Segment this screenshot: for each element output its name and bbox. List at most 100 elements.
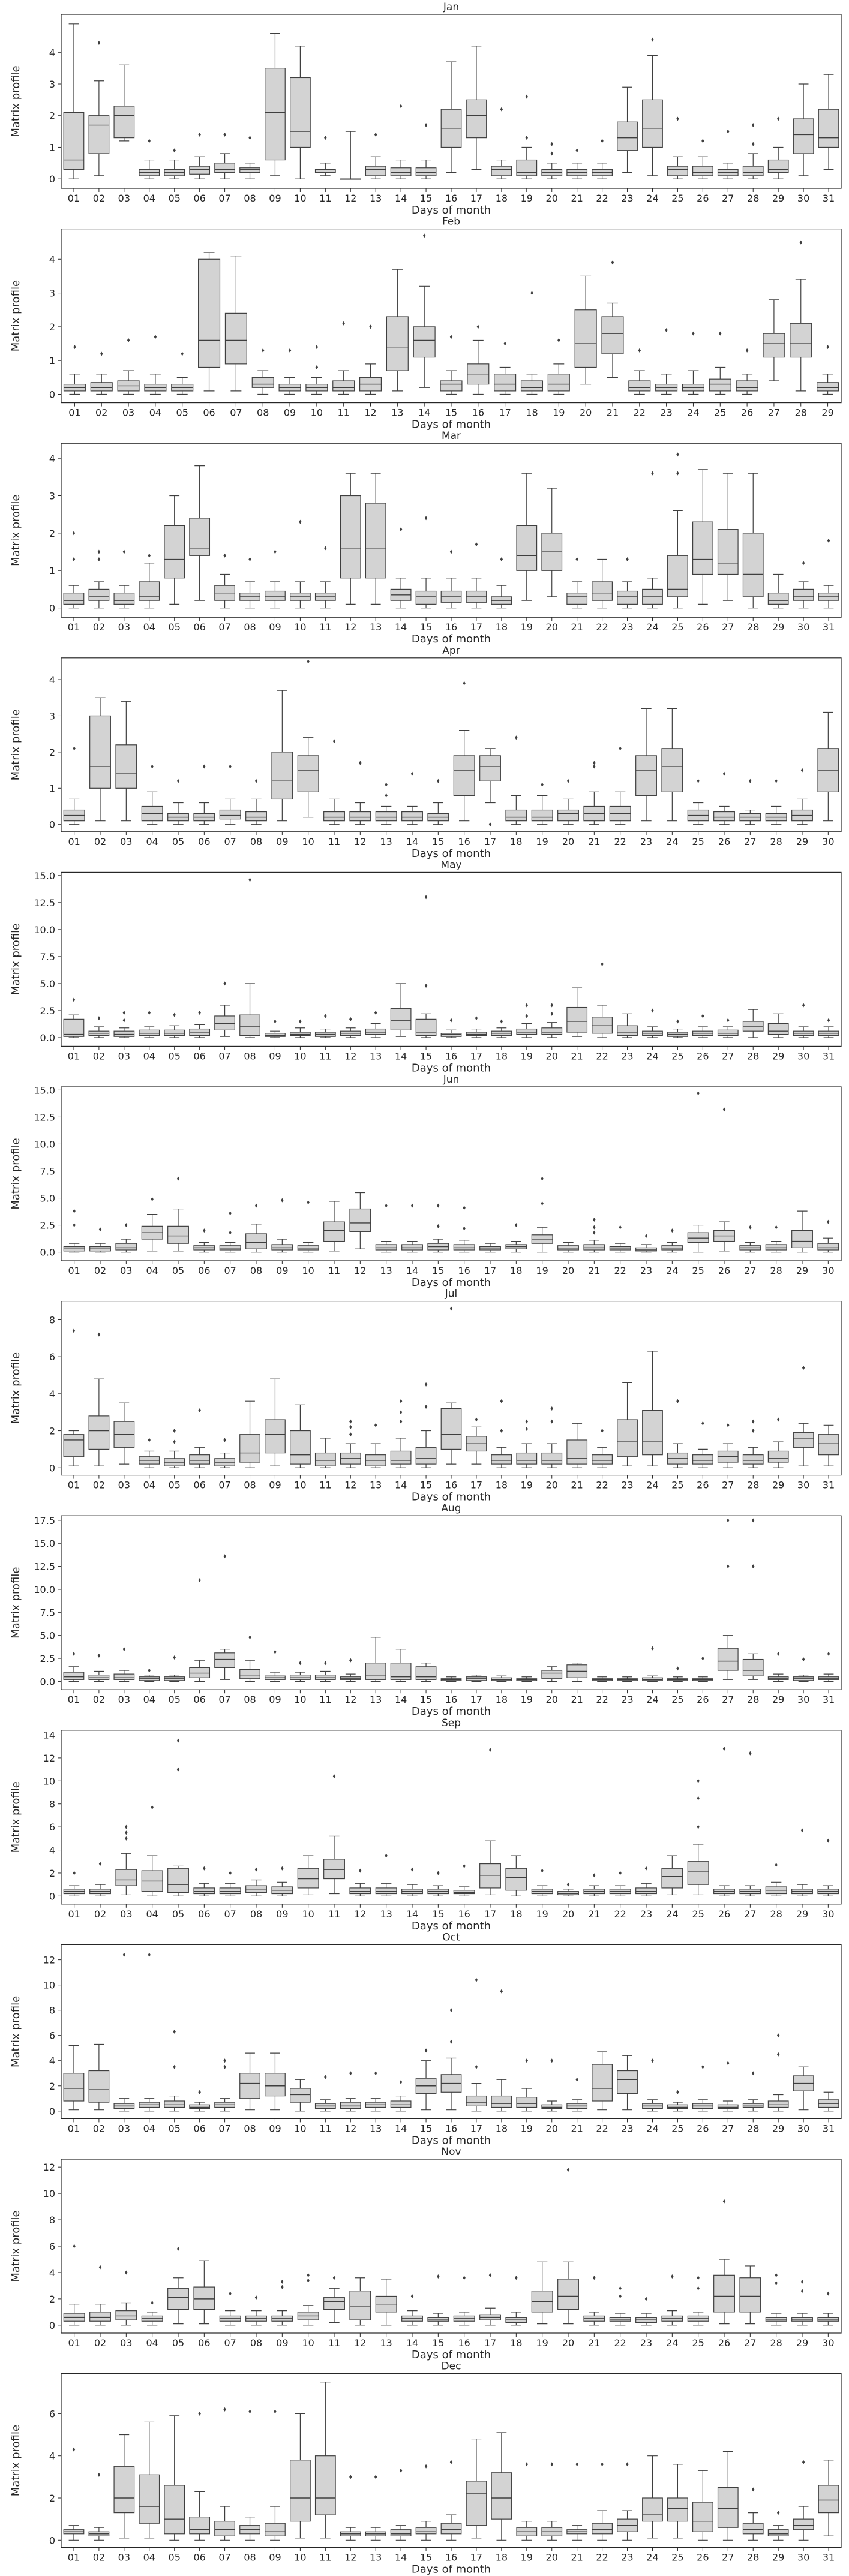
x-tick-label: 13 <box>380 1908 392 1920</box>
box-iqr <box>415 2527 437 2535</box>
x-tick-label: 29 <box>772 1480 784 1491</box>
outlier-point <box>274 1649 277 1654</box>
x-tick-label: 23 <box>640 836 652 847</box>
box-iqr <box>375 811 397 822</box>
box-day-16 <box>440 2008 462 2111</box>
box-day-23 <box>635 708 657 822</box>
box-iqr <box>401 811 423 822</box>
box-day-19 <box>531 2261 553 2325</box>
outlier-point <box>385 782 388 787</box>
y-tick-label: 0.0 <box>40 1676 55 1687</box>
x-tick-label: 02 <box>93 1050 105 1062</box>
outlier-point <box>424 123 428 128</box>
box-iqr <box>479 1246 501 1251</box>
box-iqr <box>635 1887 657 1895</box>
outlier-point <box>176 1738 180 1743</box>
outlier-point <box>307 659 310 664</box>
box-iqr <box>139 2474 160 2524</box>
box-day-16 <box>453 1863 475 1896</box>
x-tick-label: 11 <box>319 193 331 204</box>
x-tick-label: 27 <box>744 1265 756 1276</box>
x-tick-label: 02 <box>93 1694 105 1705</box>
y-axis-label: Matrix profile <box>10 1567 22 1639</box>
box-day-06 <box>189 465 211 601</box>
outlier-point <box>437 778 440 783</box>
x-tick-label: 10 <box>294 621 306 633</box>
outlier-point <box>203 764 206 769</box>
x-tick-label: 28 <box>770 1265 782 1276</box>
box-day-18 <box>505 1855 527 1896</box>
x-tick-label: 28 <box>747 1050 759 1062</box>
x-tick-label: 08 <box>250 1265 262 1276</box>
y-axis-label: Matrix profile <box>10 1781 22 1853</box>
x-tick-label: 14 <box>406 1265 418 1276</box>
panel-title: Dec <box>442 2361 461 2373</box>
x-tick-label: 15 <box>420 2123 432 2134</box>
x-tick-label: 16 <box>458 1908 470 1920</box>
box-iqr <box>189 2104 211 2109</box>
outlier-point <box>676 1666 679 1671</box>
outlier-point <box>749 1225 752 1230</box>
outlier-point <box>424 984 428 988</box>
box-iqr <box>617 121 638 151</box>
x-tick-label: 20 <box>546 1694 558 1705</box>
outlier-point <box>593 761 596 765</box>
box-iqr <box>466 2481 487 2526</box>
box-day-08 <box>239 1635 260 1682</box>
x-tick-label: 12 <box>344 1694 356 1705</box>
box-day-14 <box>413 233 436 388</box>
box-day-26 <box>713 1107 735 1252</box>
outlier-point <box>827 1018 830 1023</box>
x-tick-label: 04 <box>143 2123 155 2134</box>
box-day-25 <box>667 452 688 609</box>
box-day-28 <box>742 473 764 609</box>
outlier-point <box>541 782 544 787</box>
box-day-25 <box>667 1399 688 1468</box>
x-axis-label: Days of month <box>412 1276 491 1289</box>
x-tick-label: 15 <box>420 1480 432 1491</box>
outlier-point <box>541 1868 544 1873</box>
outlier-point <box>476 324 480 329</box>
x-tick-label: 22 <box>634 407 646 419</box>
x-tick-label: 18 <box>496 2552 508 2563</box>
outlier-point <box>324 546 327 551</box>
box-day-11 <box>314 136 336 176</box>
box-iqr <box>531 809 553 822</box>
x-tick-label: 26 <box>697 1480 709 1491</box>
outlier-point <box>73 1223 76 1228</box>
outlier-point <box>638 348 641 353</box>
box-iqr <box>617 590 638 605</box>
box-day-16 <box>453 2276 475 2326</box>
outlier-point <box>550 1011 553 1016</box>
box-day-16 <box>440 1306 462 1465</box>
outlier-point <box>73 345 76 350</box>
outlier-point <box>776 2033 780 2038</box>
box-day-30 <box>793 1657 814 1682</box>
box-day-15 <box>415 895 437 1038</box>
box-day-09 <box>265 549 286 609</box>
box-iqr <box>440 2523 462 2535</box>
box-day-28 <box>765 1863 787 1896</box>
box-day-08 <box>239 1400 260 1468</box>
box-iqr <box>742 2103 764 2108</box>
outlier-point <box>437 1203 440 1208</box>
box-iqr <box>214 1652 235 1668</box>
y-tick-label: 7.5 <box>40 1607 55 1618</box>
x-tick-label: 07 <box>218 1480 230 1491</box>
outlier-point <box>349 1432 352 1437</box>
box-day-12 <box>349 2277 371 2326</box>
outlier-point <box>198 2090 201 2094</box>
box-iqr <box>692 521 713 575</box>
box-day-26 <box>692 1656 713 1682</box>
y-tick-label: 2 <box>49 528 55 539</box>
outlier-point <box>566 2168 570 2172</box>
box-day-28 <box>742 2071 764 2112</box>
x-tick-label: 18 <box>510 836 522 847</box>
outlier-point <box>697 1091 700 1096</box>
outlier-point <box>802 1657 805 1662</box>
outlier-point <box>97 1332 101 1337</box>
box-iqr <box>717 529 739 575</box>
box-day-06 <box>193 2260 215 2325</box>
box-day-25 <box>667 2090 688 2112</box>
x-tick-label: 08 <box>244 2552 256 2563</box>
